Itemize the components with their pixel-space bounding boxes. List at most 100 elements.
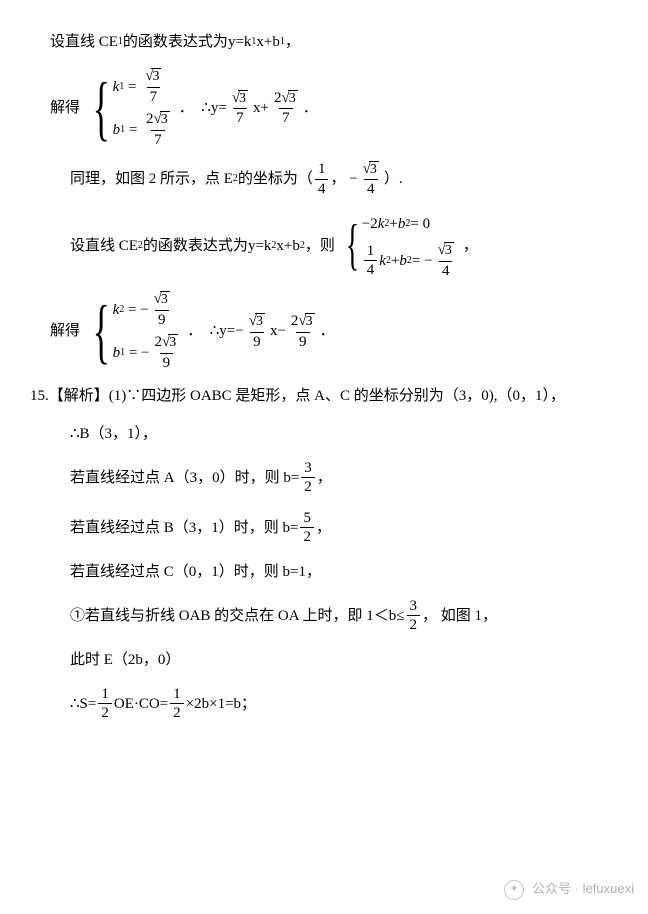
text: x− (270, 319, 286, 343)
line-ce1-intro: 设直线 CE1 的函数表达式为 y=k1x+b1， (50, 30, 608, 54)
solve-system-2: 解得 { k2 = − 39 b1 = − 239 ． ∴y=− 39 x− 2… (50, 291, 608, 372)
text: = − (412, 249, 433, 273)
fraction: 12 (98, 686, 112, 722)
text: y= (211, 96, 227, 120)
eq: = (124, 75, 140, 99)
text: ∴B（3，1）， (70, 422, 157, 446)
sqrt-icon: 3 (363, 161, 379, 179)
line-ce2-system: 设直线 CE2 的函数表达式为 y=k2x+b2，则 { −2k2 + b2 =… (70, 212, 608, 279)
var: b (399, 249, 407, 273)
var: k (378, 212, 385, 236)
left-brace-icon: { (346, 223, 359, 268)
text: 15.【解析】(1)∵四边形 OABC 是矩形，点 A、C 的坐标分别为（3，0… (30, 384, 565, 408)
q15-l6: 此时 E（2b，0） (70, 648, 608, 672)
text: ∴S= (70, 692, 96, 716)
row: 14 k2 + b2 = − 34 (362, 242, 459, 279)
fraction: 32 (301, 460, 315, 496)
fraction: 239 (288, 313, 318, 350)
q15-head: 15.【解析】(1)∵四边形 OABC 是矩形，点 A、C 的坐标分别为（3，0… (30, 384, 608, 408)
sqrt-icon: 3 (232, 90, 248, 108)
brace-system: { k1 = 3 7 b1 = 23 7 (84, 68, 175, 149)
text: 的函数表达式为 (123, 30, 228, 54)
fraction: 14 (315, 161, 329, 197)
var: b (398, 212, 406, 236)
text: 设直线 CE (50, 30, 118, 54)
q15-l4: 若直线经过点 C（0，1）时，则 b=1， (70, 560, 608, 584)
fraction: 14 (364, 243, 378, 279)
fraction: 12 (170, 686, 184, 722)
line-e2-coord: 同理，如图 2 所示，点 E2 的坐标为（ 14 ， − 34 ）. (70, 161, 608, 198)
text: OE·CO= (114, 692, 168, 716)
rows: k2 = − 39 b1 = − 239 (113, 291, 184, 372)
text: 的坐标为（ (238, 167, 313, 191)
q15-l5: ①若直线与折线 OAB 的交点在 OA 上时，即 1＜b≤ 32 ， 如图 1， (70, 598, 608, 634)
sqrt-icon: 3 (154, 111, 170, 129)
eq: = − (124, 298, 148, 322)
text: y=− (219, 319, 243, 343)
q15-l3: 若直线经过点 B（3，1）时，则 b= 52 ， (70, 510, 608, 546)
text: ， − (330, 167, 357, 191)
sqrt-icon: 3 (154, 291, 170, 309)
watermark-text: 公众号 · lefuxuexi (532, 879, 634, 900)
text: = 0 (410, 212, 430, 236)
left-brace-icon: { (93, 303, 110, 361)
label: 解得 (50, 319, 80, 343)
fraction: 39 (246, 313, 268, 350)
q15-l2: 若直线经过点 A（3，0）时，则 b= 32 ， (70, 460, 608, 496)
sqrt-icon: 3 (282, 90, 298, 108)
text: ． (303, 96, 318, 120)
text: ， 如图 1， (422, 604, 497, 628)
text: ． (320, 319, 335, 343)
sqrt-icon: 3 (298, 313, 314, 331)
text: + (389, 212, 397, 236)
wechat-icon: ✦ (504, 880, 524, 900)
text: ， (317, 466, 332, 490)
text: ， (285, 30, 300, 54)
q15-l1: ∴B（3，1）， (70, 422, 608, 446)
left-brace-icon: { (93, 80, 110, 138)
fraction: 39 (151, 291, 173, 328)
watermark: ✦ 公众号 · lefuxuexi (504, 879, 634, 900)
brace-system: { −2k2 + b2 = 0 14 k2 + b2 = − 34 (339, 212, 459, 279)
eq: = − (125, 341, 149, 365)
var: k (113, 298, 120, 322)
var: k (113, 75, 120, 99)
sqrt-icon: 3 (438, 242, 454, 260)
sqrt-icon: 3 (162, 334, 178, 352)
q15-l7: ∴S= 12 OE·CO= 12 ×2b×1=b； (70, 686, 608, 722)
row: b1 = 23 7 (113, 111, 175, 148)
dot: ． (179, 96, 194, 120)
text: ，则 (305, 234, 335, 258)
text: ①若直线与折线 OAB 的交点在 OA 上时，即 1＜b≤ (70, 604, 405, 628)
eq: x+b (256, 30, 279, 54)
eq: y=k (228, 30, 251, 54)
text: ， (463, 234, 478, 258)
text: 此时 E（2b，0） (70, 648, 180, 672)
fraction: 32 (407, 598, 421, 634)
text: 设直线 CE (70, 234, 138, 258)
eq: = (125, 118, 141, 142)
dot: ． (187, 319, 202, 343)
text: 若直线经过点 B（3，1）时，则 b= (70, 516, 298, 540)
text: + (391, 249, 399, 273)
fraction: 34 (360, 161, 382, 198)
text: ）. (384, 167, 403, 191)
fraction: 34 (435, 242, 457, 279)
eq: y=k (248, 234, 271, 258)
solve-system-1: 解得 { k1 = 3 7 b1 = 23 7 ． ∴y= 37 (50, 68, 608, 149)
fraction: 37 (229, 90, 251, 127)
var: b (113, 118, 121, 142)
row: k1 = 3 7 (113, 68, 175, 105)
row: −2k2 + b2 = 0 (362, 212, 459, 236)
rows: −2k2 + b2 = 0 14 k2 + b2 = − 34 (362, 212, 459, 279)
text: 若直线经过点 C（0，1）时，则 b=1， (70, 560, 321, 584)
var: k (379, 249, 386, 273)
text: ， (316, 516, 331, 540)
row: k2 = − 39 (113, 291, 184, 328)
fraction: 23 7 (143, 111, 173, 148)
text: x+ (253, 96, 269, 120)
brace-system: { k2 = − 39 b1 = − 239 (84, 291, 183, 372)
rows: k1 = 3 7 b1 = 23 7 (113, 68, 175, 149)
fraction: 52 (300, 510, 314, 546)
text: 若直线经过点 A（3，0）时，则 b= (70, 466, 299, 490)
